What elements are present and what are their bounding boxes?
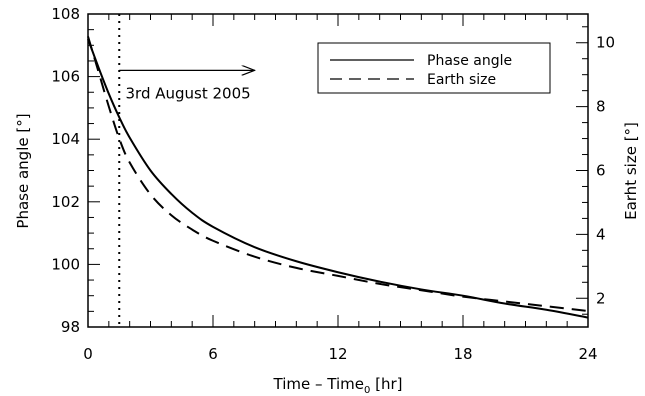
left-tick-label: 106 (51, 68, 80, 86)
legend: Phase angle Earth size (317, 42, 551, 94)
left-axis-ticks: 98 100 102 104 106 108 (51, 5, 100, 336)
annotation-layer: 3rd August 2005 (118, 14, 254, 327)
x-tick-label: 0 (83, 345, 93, 363)
left-tick-label: 108 (51, 5, 80, 23)
left-axis-title: Phase angle [°] (14, 113, 32, 228)
x-axis-ticks: 0 6 12 18 24 (83, 14, 598, 363)
right-tick-label: 2 (596, 289, 606, 307)
x-axis-title-subscript: 0 (364, 385, 370, 396)
left-tick-label: 98 (61, 318, 80, 336)
right-tick-label: 6 (596, 162, 606, 180)
x-axis-title-unit: [hr] (370, 375, 402, 393)
date-annotation-label: 3rd August 2005 (126, 85, 251, 103)
legend-box (317, 42, 551, 94)
right-tick-label: 4 (596, 225, 606, 243)
x-tick-label: 12 (328, 345, 347, 363)
legend-label-earth-size: Earth size (427, 72, 496, 88)
series-line-earth-size (87, 36, 589, 313)
right-axis-ticks: 2 4 6 8 10 (576, 26, 615, 315)
legend-label-phase-angle: Phase angle (427, 53, 512, 69)
right-axis-title: Earht size [°] (622, 122, 640, 220)
x-tick-label: 24 (578, 345, 597, 363)
left-tick-label: 102 (51, 193, 80, 211)
x-axis-title: Time – Time0 [hr] (273, 375, 403, 396)
right-tick-label: 10 (596, 34, 615, 52)
left-tick-label: 104 (51, 130, 80, 148)
series-layer (87, 36, 589, 319)
x-tick-label: 18 (453, 345, 472, 363)
x-axis-title-main: Time – Time (273, 375, 364, 393)
right-tick-label: 8 (596, 98, 606, 116)
x-tick-label: 6 (208, 345, 218, 363)
left-tick-label: 100 (51, 255, 80, 273)
